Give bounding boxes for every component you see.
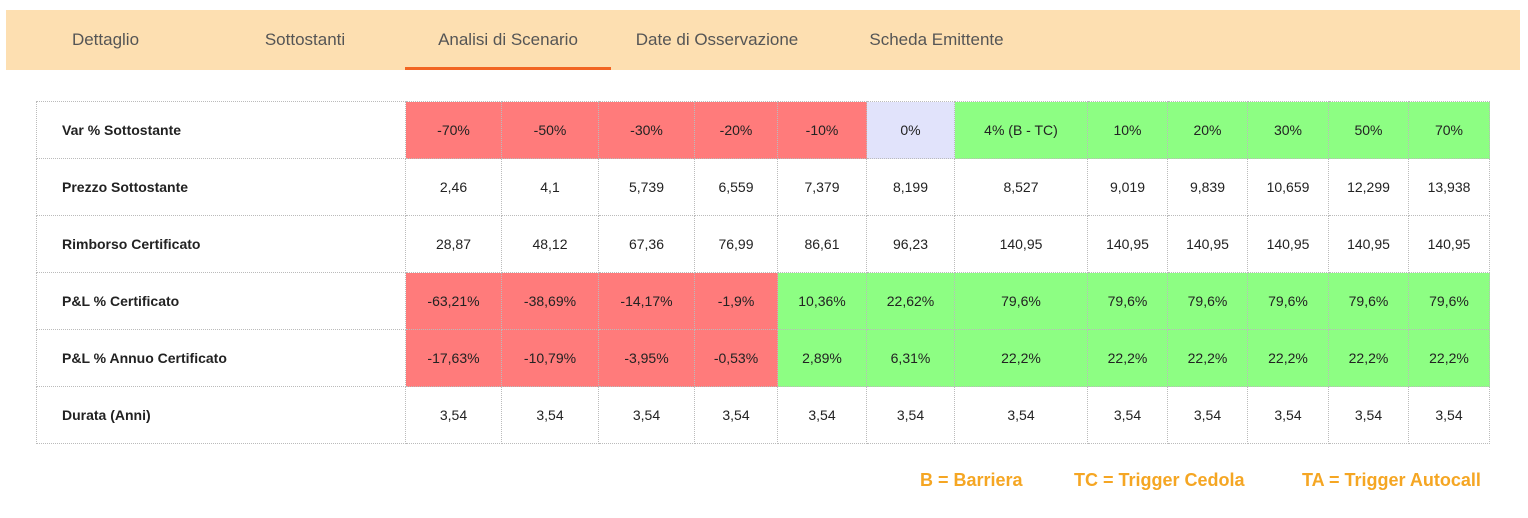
table-cell: 6,559 bbox=[694, 158, 778, 216]
tab-scheda-emittente[interactable]: Scheda Emittente bbox=[869, 30, 1004, 49]
table-cell: 3,54 bbox=[1087, 386, 1168, 444]
table-cell: 3,54 bbox=[1328, 386, 1409, 444]
table-cell: 140,95 bbox=[1167, 215, 1248, 273]
table-cell: 3,54 bbox=[1247, 386, 1329, 444]
legend-trigger-cedola: TC = Trigger Cedola bbox=[1074, 470, 1245, 490]
table-cell: -63,21% bbox=[405, 272, 502, 330]
table-cell: 5,739 bbox=[598, 158, 695, 216]
table-cell: 79,6% bbox=[1408, 272, 1490, 330]
row-prezzo-sottostante: Prezzo Sottostante 2,46 4,1 5,739 6,559 7,379… bbox=[36, 158, 1490, 216]
row-label: Var % Sottostante bbox=[36, 101, 406, 159]
table-cell: 50% bbox=[1328, 101, 1409, 159]
tab-dettaglio[interactable]: Dettaglio bbox=[71, 30, 140, 49]
table-cell: 3,54 bbox=[501, 386, 599, 444]
table-cell: 22,2% bbox=[1087, 329, 1168, 387]
table-cell: 20% bbox=[1167, 101, 1248, 159]
table-cell: -0,53% bbox=[694, 329, 778, 387]
table-cell: 8,527 bbox=[954, 158, 1088, 216]
table-cell: 79,6% bbox=[1167, 272, 1248, 330]
tab-analisi-di-scenario[interactable]: Analisi di Scenario bbox=[405, 10, 611, 70]
table-cell: 28,87 bbox=[405, 215, 502, 273]
table-cell: -30% bbox=[598, 101, 695, 159]
table-cell: 3,54 bbox=[1408, 386, 1490, 444]
table-cell: 48,12 bbox=[501, 215, 599, 273]
tab-sottostanti[interactable]: Sottostanti bbox=[264, 30, 346, 49]
table-cell: 13,938 bbox=[1408, 158, 1490, 216]
row-durata-anni: Durata (Anni) 3,54 3,54 3,54 3,54 3,54 3,54 3,5… bbox=[36, 386, 1490, 444]
table-cell: -14,17% bbox=[598, 272, 695, 330]
table-cell: 10,659 bbox=[1247, 158, 1329, 216]
table-cell: -50% bbox=[501, 101, 599, 159]
table-cell: 3,54 bbox=[1167, 386, 1248, 444]
row-pl-annuo-certificato: P&L % Annuo Certificato -17,63% -10,79% -3,… bbox=[36, 329, 1490, 387]
table-cell: -1,9% bbox=[694, 272, 778, 330]
table-cell: 79,6% bbox=[1247, 272, 1329, 330]
row-var-sottostante: Var % Sottostante -70% -50% -30% -20% -10% 0% 4… bbox=[36, 101, 1490, 159]
table-cell: 3,54 bbox=[954, 386, 1088, 444]
table-cell: 96,23 bbox=[866, 215, 955, 273]
table-cell: 3,54 bbox=[866, 386, 955, 444]
row-rimborso-certificato: Rimborso Certificato 28,87 48,12 67,36 76,99… bbox=[36, 215, 1490, 273]
table-cell: 0% bbox=[866, 101, 955, 159]
table-cell: 2,89% bbox=[777, 329, 867, 387]
table-cell: 4,1 bbox=[501, 158, 599, 216]
table-cell: 3,54 bbox=[598, 386, 695, 444]
table-cell: 10% bbox=[1087, 101, 1168, 159]
table-cell: 140,95 bbox=[1328, 215, 1409, 273]
table-cell: 140,95 bbox=[1087, 215, 1168, 273]
scenario-table: Var % Sottostante -70% -50% -30% -20% -10% 0% 4… bbox=[36, 101, 1490, 444]
table-cell: 6,31% bbox=[866, 329, 955, 387]
table-cell: 22,2% bbox=[1328, 329, 1409, 387]
table-cell: 9,019 bbox=[1087, 158, 1168, 216]
row-label: P&L % Certificato bbox=[36, 272, 406, 330]
table-cell: 86,61 bbox=[777, 215, 867, 273]
tab-date-di-osservazione[interactable]: Date di Osservazione bbox=[635, 30, 799, 49]
table-cell: -17,63% bbox=[405, 329, 502, 387]
row-label: P&L % Annuo Certificato bbox=[36, 329, 406, 387]
table-cell: 12,299 bbox=[1328, 158, 1409, 216]
table-cell: 140,95 bbox=[1247, 215, 1329, 273]
table-cell: 76,99 bbox=[694, 215, 778, 273]
row-label: Durata (Anni) bbox=[36, 386, 406, 444]
table-cell: -20% bbox=[694, 101, 778, 159]
scenario-table-body: Var % Sottostante -70% -50% -30% -20% -10% 0% 4… bbox=[36, 101, 1490, 444]
table-cell: 3,54 bbox=[405, 386, 502, 444]
row-label: Rimborso Certificato bbox=[36, 215, 406, 273]
table-cell: -70% bbox=[405, 101, 502, 159]
table-cell: 67,36 bbox=[598, 215, 695, 273]
table-cell: -3,95% bbox=[598, 329, 695, 387]
table-cell: 7,379 bbox=[777, 158, 867, 216]
table-cell: 70% bbox=[1408, 101, 1490, 159]
row-label: Prezzo Sottostante bbox=[36, 158, 406, 216]
table-cell: 140,95 bbox=[1408, 215, 1490, 273]
row-pl-certificato: P&L % Certificato -63,21% -38,69% -14,17% -1… bbox=[36, 272, 1490, 330]
table-cell: 79,6% bbox=[954, 272, 1088, 330]
table-cell: 22,2% bbox=[1408, 329, 1490, 387]
table-cell: 3,54 bbox=[777, 386, 867, 444]
table-cell: -10,79% bbox=[501, 329, 599, 387]
table-cell: 8,199 bbox=[866, 158, 955, 216]
table-cell: 79,6% bbox=[1328, 272, 1409, 330]
legend-trigger-autocall: TA = Trigger Autocall bbox=[1302, 470, 1481, 490]
tab-bar: Dettaglio Sottostanti Analisi di Scenari… bbox=[6, 10, 1520, 70]
table-cell: -10% bbox=[777, 101, 867, 159]
table-cell: -38,69% bbox=[501, 272, 599, 330]
table-cell: 10,36% bbox=[777, 272, 867, 330]
table-cell: 2,46 bbox=[405, 158, 502, 216]
table-cell: 22,2% bbox=[954, 329, 1088, 387]
legend-barriera: B = Barriera bbox=[920, 470, 1023, 490]
table-cell: 9,839 bbox=[1167, 158, 1248, 216]
table-cell: 3,54 bbox=[694, 386, 778, 444]
table-cell: 22,62% bbox=[866, 272, 955, 330]
table-cell: 22,2% bbox=[1167, 329, 1248, 387]
table-cell: 79,6% bbox=[1087, 272, 1168, 330]
table-cell: 140,95 bbox=[954, 215, 1088, 273]
table-cell: 4% (B - TC) bbox=[954, 101, 1088, 159]
table-cell: 30% bbox=[1247, 101, 1329, 159]
table-cell: 22,2% bbox=[1247, 329, 1329, 387]
